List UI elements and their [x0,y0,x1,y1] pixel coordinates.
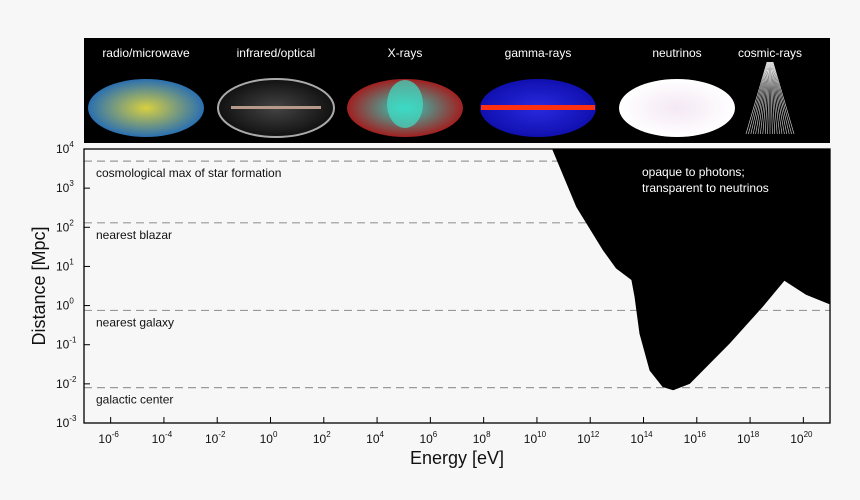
y-tick-label: 102 [56,218,74,234]
x-tick-label: 1020 [790,430,813,446]
cosmic-ray-shower-icon [745,61,795,135]
y-axis-label: Distance [Mpc] [29,226,49,345]
y-tick-label: 101 [56,257,74,273]
x-tick-label: 104 [366,430,384,446]
y-tick-label: 104 [56,140,74,156]
plot-frame [83,148,831,424]
reference-line-label: galactic center [96,393,173,407]
x-tick-label: 10-6 [98,430,119,446]
banner-panel-xray-sky-map: X-rays [347,46,463,137]
opaque-region-label-1: opaque to photons; [642,165,745,179]
banner-label: radio/microwave [102,46,190,60]
banner-panel-cosmic-ray-shower: cosmic-rays [738,46,802,135]
banner-label: infrared/optical [237,46,316,60]
x-tick-label: 100 [260,430,278,446]
banner-label: neutrinos [652,46,701,60]
x-tick-label: 1016 [684,430,707,446]
y-tick-label: 10-3 [56,414,77,430]
x-tick-label: 1014 [630,430,653,446]
x-tick-label: 10-4 [152,430,173,446]
banner-panel-cmb-sky-map: radio/microwave [88,46,204,137]
banner-panel-milky-way-sky-map: infrared/optical [217,46,335,138]
y-tick-label: 100 [56,297,74,313]
x-tick-label: 106 [419,430,437,446]
galactic-plane [481,105,595,110]
banner-label: cosmic-rays [738,46,802,60]
x-tick-label: 1010 [524,430,547,446]
reference-line-label: nearest galaxy [96,315,174,329]
x-tick-label: 102 [313,430,331,446]
banner-label: gamma-rays [505,46,572,60]
banner-panel-gamma-ray-sky-map: gamma-rays [480,46,596,137]
x-tick-label: 1018 [737,430,760,446]
x-tick-label: 1012 [577,430,600,446]
xray-bubble [387,80,423,128]
neutrino-sky-map-icon [619,79,735,137]
x-axis-label: Energy [eV] [410,448,504,468]
opaque-region-label-2: transparent to neutrinos [642,181,769,195]
banner-panel-neutrino-sky-map: neutrinos [619,46,735,137]
reference-line-label: cosmological max of star formation [96,166,281,180]
galactic-plane [231,106,321,109]
x-tick-label: 10-2 [205,430,226,446]
x-tick-label: 108 [473,430,491,446]
reference-line-label: nearest blazar [96,228,172,242]
y-tick-label: 10-1 [56,336,77,352]
y-tick-label: 103 [56,179,74,195]
banner-label: X-rays [388,46,423,60]
opaque-region [552,149,830,391]
cmb-sky-map-icon [88,79,204,137]
y-tick-label: 10-2 [56,375,77,391]
